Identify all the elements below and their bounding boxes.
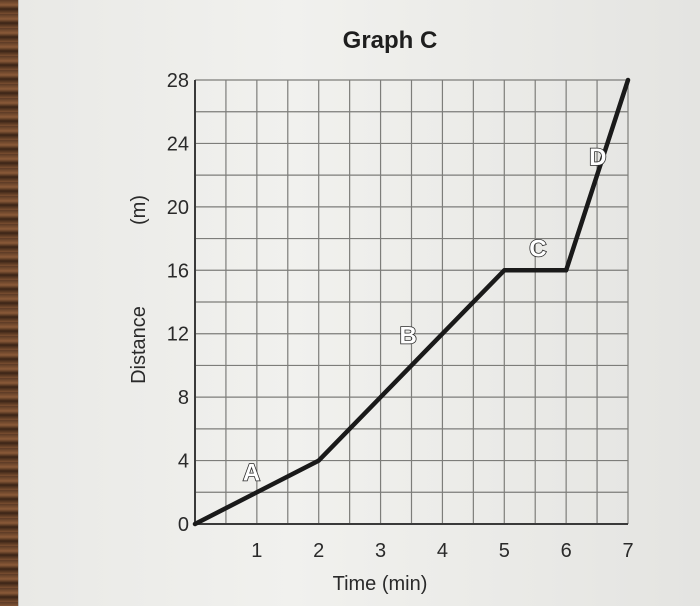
grid-minor (194, 79, 629, 525)
segment-label-a: A (243, 459, 260, 486)
x-tick-label: 2 (313, 540, 324, 562)
worksheet-paper (18, 0, 700, 606)
x-tick-label: 6 (561, 540, 572, 562)
y-tick-label: 28 (167, 70, 189, 92)
y-tick-label: 12 (167, 324, 189, 346)
chart-title: Graph C (343, 27, 438, 54)
y-tick-label: 0 (178, 514, 189, 536)
segment-label-d: D (589, 144, 606, 171)
y-tick-labels: 0 4 8 12 16 20 24 28 (167, 70, 189, 536)
y-tick-label: 16 (167, 260, 189, 282)
x-tick-label: 7 (622, 540, 633, 562)
distance-series-line (192, 77, 631, 527)
x-tick-label: 5 (499, 540, 510, 562)
series-group (192, 77, 631, 527)
y-tick-label: 8 (178, 387, 189, 409)
segment-labels: A B C D (242, 143, 607, 487)
y-tick-label: 24 (167, 133, 189, 155)
segment-label-c: C (529, 235, 546, 262)
y-tick-label: 20 (167, 197, 189, 219)
x-tick-label: 1 (251, 540, 262, 562)
y-axis-unit: (m) (128, 195, 150, 225)
y-axis-label: Distance (128, 306, 150, 384)
x-tick-labels: 1 2 3 4 5 6 7 (251, 540, 633, 562)
x-axis-label: Time (min) (333, 573, 428, 595)
segment-label-b: B (400, 322, 417, 349)
grid-major (194, 80, 628, 525)
y-tick-label: 4 (178, 451, 189, 473)
x-tick-label: 4 (437, 540, 448, 562)
x-tick-label: 3 (375, 540, 386, 562)
